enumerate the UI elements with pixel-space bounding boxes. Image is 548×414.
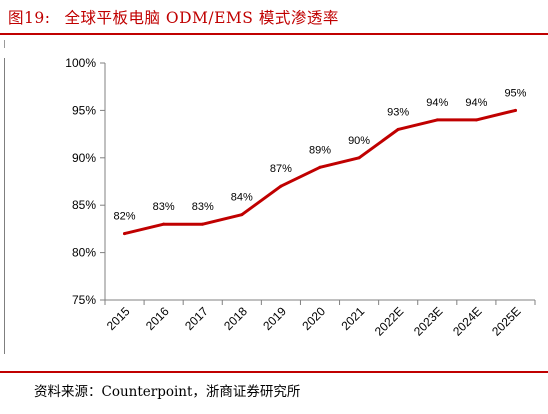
series-group [123, 108, 517, 236]
figure-title-text: 全球平板电脑 ODM/EMS 模式渗透率 [64, 9, 339, 27]
data-label: 83% [192, 201, 214, 213]
figure-title: 图19: 全球平板电脑 ODM/EMS 模式渗透率 [8, 6, 339, 28]
data-label: 83% [153, 201, 175, 213]
data-point [396, 127, 400, 131]
data-point [279, 184, 283, 188]
x-tick-label: 2016 [143, 304, 172, 333]
data-label: 90% [348, 135, 370, 147]
left-margin-rule [4, 58, 5, 354]
data-label: 84% [231, 192, 253, 204]
x-tick-label: 2020 [299, 304, 328, 333]
left-margin-marker [4, 40, 5, 48]
y-tick-label: 75% [72, 293, 96, 307]
x-tick-label: 2025E [489, 304, 523, 338]
data-label: 89% [309, 144, 331, 156]
data-point [201, 222, 205, 226]
x-tick-label: 2015 [104, 304, 133, 333]
data-label: 82% [114, 211, 136, 223]
data-label: 95% [504, 87, 526, 99]
y-axis: 75% 80% 85% 90% 95% 100% [65, 56, 106, 307]
x-tick-label: 2018 [221, 304, 250, 333]
y-tick-label: 85% [72, 198, 96, 212]
data-point [162, 222, 166, 226]
y-tick-label: 90% [72, 151, 96, 165]
line-chart: 75% 80% 85% 90% 95% 100% 2015 2016 2017 2018 2019… [65, 56, 536, 339]
x-tick-label: 2017 [182, 304, 211, 333]
data-label: 94% [426, 97, 448, 109]
x-tick-label: 2023E [411, 304, 445, 338]
data-point [357, 156, 361, 160]
chart-area: 75% 80% 85% 90% 95% 100% 2015 2016 2017 2018 2019… [0, 36, 548, 370]
x-tick-label: 2022E [372, 304, 406, 338]
data-point [123, 232, 127, 236]
y-tick-label: 80% [72, 246, 96, 260]
data-point [240, 213, 244, 217]
data-labels: 82% 83% 83% 84% 87% 89% 90% 93% 94% 94% 95% [114, 87, 527, 222]
y-tick-label: 100% [65, 56, 96, 70]
x-tick-label: 2021 [338, 304, 367, 333]
y-tick-label: 95% [72, 103, 96, 117]
data-point [435, 118, 439, 122]
x-tick-label: 2024E [450, 304, 484, 338]
figure-header: 图19: 全球平板电脑 ODM/EMS 模式渗透率 [0, 0, 548, 36]
x-axis: 2015 2016 2017 2018 2019 2020 2021 2022E 2023E 20… [104, 299, 536, 339]
data-label: 87% [270, 163, 292, 175]
x-tick-label: 2019 [260, 304, 289, 333]
series-line [123, 108, 517, 236]
data-point [474, 118, 478, 122]
data-point [513, 108, 517, 112]
figure-label: 图19: [8, 9, 51, 27]
title-divider [0, 33, 548, 35]
footer-divider [0, 371, 548, 373]
data-label: 93% [387, 106, 409, 118]
source-note: 资料来源：Counterpoint，浙商证券研究所 [34, 384, 301, 400]
data-point [318, 165, 322, 169]
data-label: 94% [465, 97, 487, 109]
